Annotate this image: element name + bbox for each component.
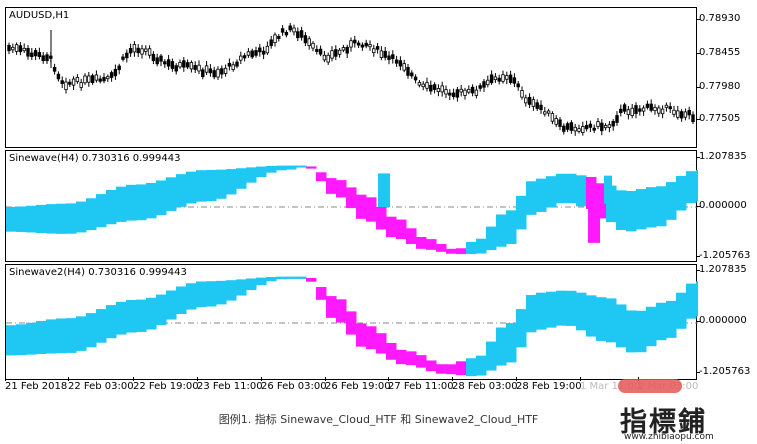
watermark-logo: 指標鋪 www.zhibiaopu.com	[620, 400, 754, 444]
x-tick: 27 Feb 11:00	[388, 377, 454, 392]
price-panel[interactable]: AUDUSD,H1	[5, 7, 697, 148]
candles-group	[7, 22, 695, 136]
y-tick: -1.205763	[695, 366, 751, 377]
y-tick: -1.205763	[695, 250, 751, 261]
y-tick: 0.77980	[695, 81, 741, 92]
x-tick: 23 Feb 11:00	[197, 377, 263, 392]
watermark-title: 指標鋪	[620, 407, 707, 438]
x-tick: 28 Feb 19:00	[516, 377, 582, 392]
y-tick: 0.78930	[695, 13, 741, 24]
x-tick: 21 Feb 2018	[5, 377, 68, 392]
x-tick: 26 Feb 19:00	[325, 377, 391, 392]
sinewave2-y-axis: 1.207835 0.000000 -1.205763	[695, 264, 757, 380]
y-tick: 1.207835	[696, 264, 747, 275]
price-chart	[7, 22, 695, 136]
sinewave-panel-label: Sinewave(H4) 0.730316 0.999443	[9, 153, 181, 164]
sinewave2-panel-label: Sinewave2(H4) 0.730316 0.999443	[9, 267, 187, 278]
sinewave-cloud-panel[interactable]: Sinewave(H4) 0.730316 0.999443	[5, 150, 698, 262]
watermark-badge	[618, 379, 682, 393]
sinewave-cloud-chart	[6, 165, 698, 255]
x-tick: 22 Feb 03:00	[68, 377, 134, 392]
watermark-url: www.zhibiaopu.com	[624, 432, 714, 442]
figure-caption: 图例1. 指标 Sinewave_Cloud_HTF 和 Sinewave2_C…	[218, 413, 539, 426]
x-tick: 1 Mar 11:00	[580, 377, 641, 392]
time-axis: 21 Feb 2018 22 Feb 03:00 22 Feb 19:00 23…	[5, 377, 698, 394]
y-tick: 0.77505	[695, 113, 741, 124]
y-tick: 1.207835	[696, 151, 747, 162]
x-tick: 28 Feb 03:00	[452, 377, 518, 392]
x-tick: 26 Feb 03:00	[261, 377, 327, 392]
y-tick: 0.78455	[695, 47, 741, 58]
x-tick: 22 Feb 19:00	[133, 377, 199, 392]
price-panel-label: AUDUSD,H1	[9, 10, 70, 21]
y-tick: 0.000000	[696, 200, 747, 211]
sinewave2-cloud-chart	[6, 276, 698, 377]
sinewave2-cloud-panel[interactable]: Sinewave2(H4) 0.730316 0.999443	[5, 264, 698, 380]
price-y-axis: 0.78930 0.78455 0.77980 0.77505	[695, 7, 757, 148]
y-tick: 0.000000	[696, 315, 747, 326]
sinewave-y-axis: 1.207835 0.000000 -1.205763	[695, 150, 757, 262]
